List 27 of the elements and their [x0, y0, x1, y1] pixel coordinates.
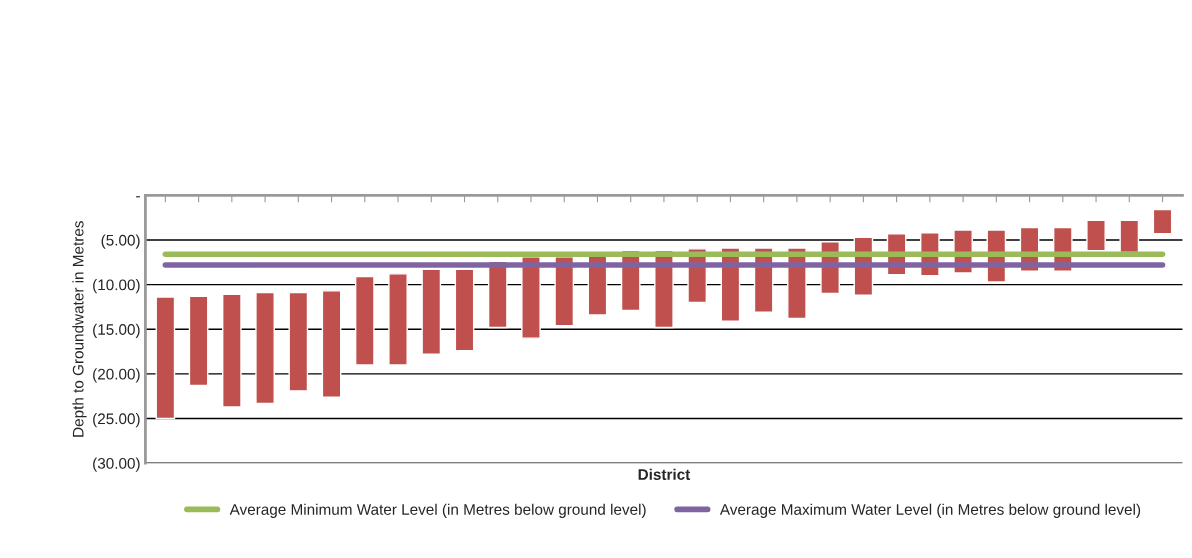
bar [521, 256, 541, 339]
y-tick-label: (15.00) [93, 323, 140, 338]
y-tick-label: (25.00) [93, 412, 140, 428]
bar [388, 273, 408, 366]
y-tick-label: (30.00) [93, 457, 140, 472]
bar [487, 260, 508, 329]
legend-label: Average Maximum Water Level (in Metres below ground level) [719, 503, 1141, 518]
bar [1086, 219, 1106, 252]
bar [155, 296, 176, 420]
y-tick-label: (5.00) [101, 234, 140, 249]
bar [354, 275, 375, 366]
x-axis-title: District [638, 468, 691, 480]
bar [222, 293, 242, 408]
bar [188, 295, 209, 387]
bar [321, 290, 342, 398]
y-tick-label: (20.00) [93, 368, 140, 383]
legend-label: Average Minimum Water Level (in Metres below ground level) [229, 503, 646, 518]
y-tick-label: - [136, 196, 140, 198]
bar [288, 291, 309, 392]
bar [1119, 219, 1140, 254]
bar [421, 268, 442, 355]
bar [454, 268, 475, 352]
y-tick-label: (10.00) [93, 279, 140, 294]
bar [554, 256, 575, 327]
y-axis-title: Depth to Groundwater in Metres [72, 221, 87, 437]
bar [1152, 208, 1173, 235]
bar [255, 291, 275, 405]
